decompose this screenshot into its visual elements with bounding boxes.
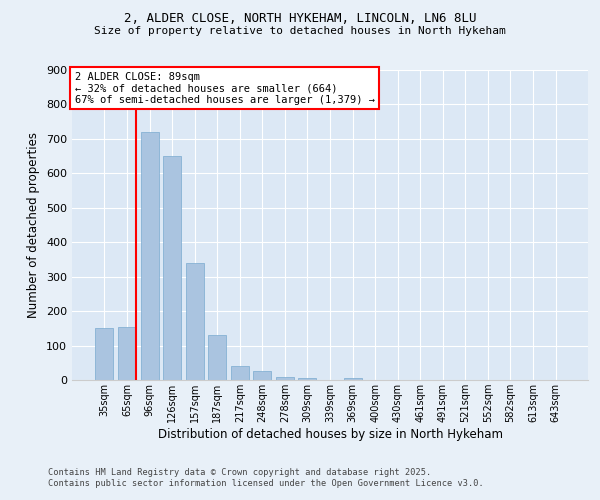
Bar <box>276 376 294 380</box>
Text: Contains HM Land Registry data © Crown copyright and database right 2025.
Contai: Contains HM Land Registry data © Crown c… <box>48 468 484 487</box>
Bar <box>231 366 249 380</box>
Bar <box>185 263 204 380</box>
Y-axis label: Number of detached properties: Number of detached properties <box>28 132 40 318</box>
Bar <box>253 372 271 380</box>
Bar <box>163 156 181 380</box>
Bar <box>140 132 158 380</box>
X-axis label: Distribution of detached houses by size in North Hykeham: Distribution of detached houses by size … <box>157 428 503 441</box>
Text: 2 ALDER CLOSE: 89sqm
← 32% of detached houses are smaller (664)
67% of semi-deta: 2 ALDER CLOSE: 89sqm ← 32% of detached h… <box>74 72 374 105</box>
Bar <box>298 378 316 380</box>
Text: 2, ALDER CLOSE, NORTH HYKEHAM, LINCOLN, LN6 8LU: 2, ALDER CLOSE, NORTH HYKEHAM, LINCOLN, … <box>124 12 476 26</box>
Text: Size of property relative to detached houses in North Hykeham: Size of property relative to detached ho… <box>94 26 506 36</box>
Bar <box>208 335 226 380</box>
Bar <box>118 326 136 380</box>
Bar <box>344 378 362 380</box>
Bar <box>95 328 113 380</box>
